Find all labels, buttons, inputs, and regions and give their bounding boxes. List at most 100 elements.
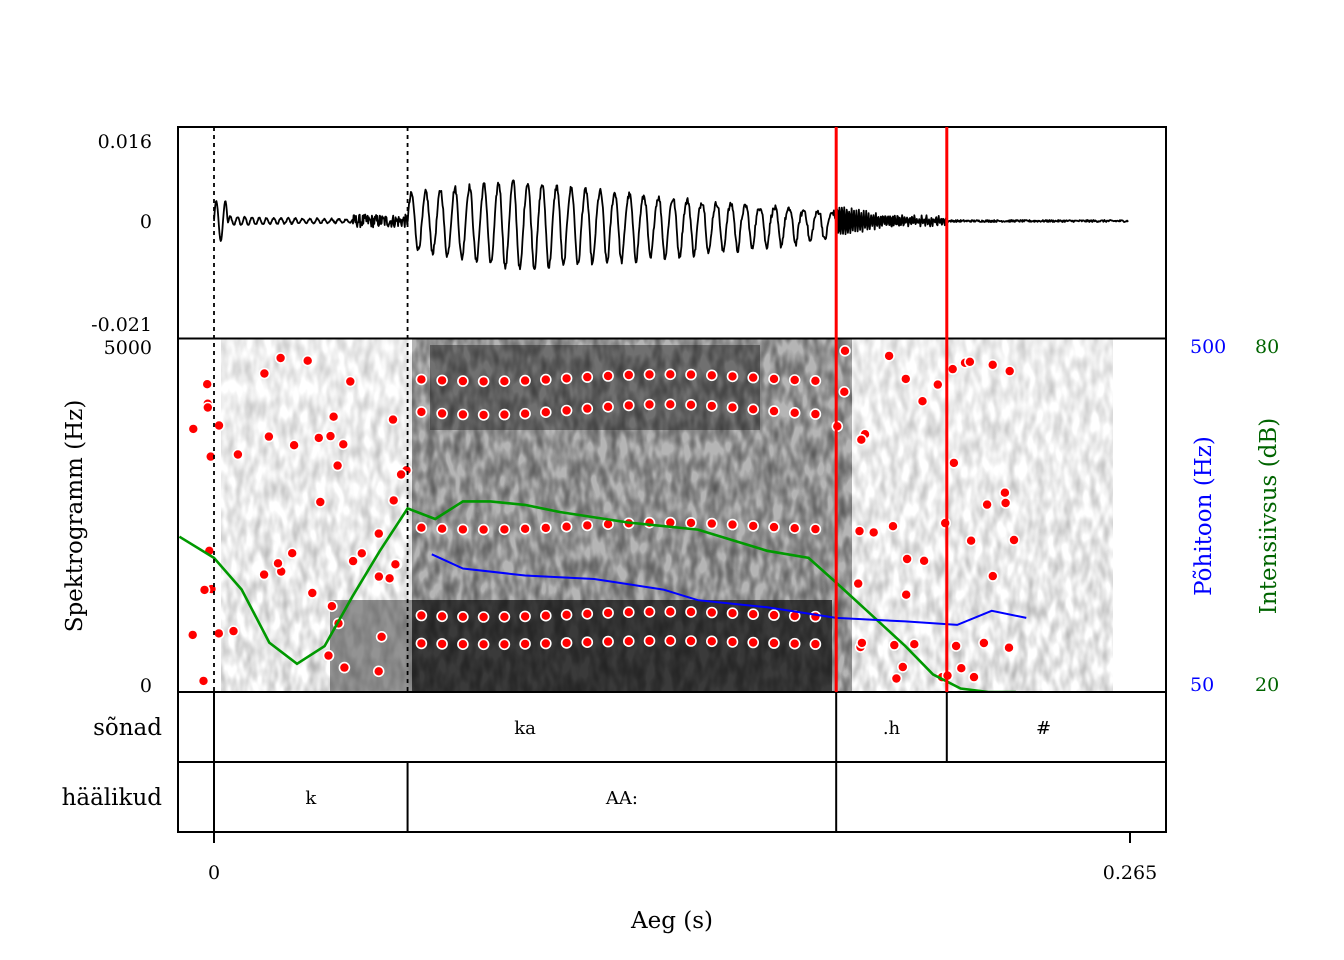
formant-point xyxy=(322,649,335,662)
formant-point xyxy=(347,555,359,567)
formant-point xyxy=(916,395,929,408)
formant-point xyxy=(415,637,428,650)
formant-point xyxy=(519,407,531,420)
formant-point xyxy=(519,610,531,623)
pitch-range-max: 500 xyxy=(1190,336,1226,358)
formant-point xyxy=(931,378,944,391)
formant-point xyxy=(415,609,428,622)
spectrogram-ytick-max: 5000 xyxy=(104,337,152,359)
formant-point xyxy=(602,400,614,413)
formant-point xyxy=(622,635,635,648)
formant-point xyxy=(539,637,552,650)
formant-point xyxy=(685,635,697,647)
formant-point xyxy=(375,630,388,643)
formant-point xyxy=(331,459,344,472)
formant-point xyxy=(643,398,656,411)
formant-point xyxy=(768,637,780,649)
formant-point xyxy=(498,408,511,421)
formant-point xyxy=(602,635,614,648)
formant-point xyxy=(855,433,868,446)
formant-point xyxy=(981,498,993,511)
formant-point xyxy=(968,671,980,683)
formant-point xyxy=(768,521,780,533)
formant-point xyxy=(314,496,327,508)
formant-point xyxy=(457,408,469,421)
formant-point xyxy=(839,344,851,357)
tier-interval-label: AA: xyxy=(605,788,638,809)
formant-point xyxy=(312,432,325,444)
formant-point xyxy=(213,419,225,432)
formant-point xyxy=(900,588,913,601)
formant-point xyxy=(901,553,913,565)
formant-point xyxy=(664,634,677,647)
formant-point xyxy=(852,577,865,590)
formant-point xyxy=(856,637,868,649)
formant-point xyxy=(747,636,760,649)
formant-point xyxy=(301,354,314,367)
formant-point xyxy=(999,486,1011,499)
formant-point xyxy=(539,609,552,622)
formant-point xyxy=(887,520,899,533)
formant-point xyxy=(326,600,338,613)
formant-point xyxy=(477,611,490,623)
formant-point xyxy=(389,558,402,571)
formant-point xyxy=(372,527,385,540)
formant-point xyxy=(999,497,1012,509)
formant-point xyxy=(498,375,511,388)
formant-point xyxy=(581,371,594,383)
formant-point xyxy=(705,606,718,619)
formant-point xyxy=(747,371,760,384)
pitch-axis-label: Põhitoon (Hz) xyxy=(1191,436,1217,596)
formant-point xyxy=(664,605,677,618)
formant-point xyxy=(788,637,801,650)
formant-point xyxy=(581,402,594,415)
formant-point xyxy=(726,607,739,620)
formant-point xyxy=(560,637,573,649)
formant-point xyxy=(726,370,739,383)
formant-point xyxy=(747,403,760,416)
formant-point xyxy=(685,398,697,411)
formant-point xyxy=(436,610,448,623)
formant-point xyxy=(622,606,635,619)
formant-point xyxy=(726,401,739,414)
tier-interval-label: # xyxy=(1036,718,1051,739)
formant-point xyxy=(477,638,490,651)
formant-point xyxy=(705,517,718,530)
formant-point xyxy=(853,525,866,537)
formant-point xyxy=(560,520,573,533)
formant-point xyxy=(581,607,594,620)
formant-point xyxy=(202,401,214,414)
formant-point xyxy=(1008,534,1020,546)
formant-point xyxy=(602,607,614,619)
tier-name-2: häälikud xyxy=(62,785,163,811)
formant-point xyxy=(726,636,739,648)
formant-point xyxy=(201,378,213,391)
formant-point xyxy=(387,413,399,426)
formant-point xyxy=(705,400,718,412)
formant-point xyxy=(809,523,822,535)
formant-point xyxy=(948,457,960,469)
formant-point xyxy=(436,407,448,420)
formant-point xyxy=(890,672,903,685)
formant-point xyxy=(747,520,760,532)
formant-point xyxy=(539,373,552,386)
formant-point xyxy=(809,408,822,420)
formant-point xyxy=(415,373,428,386)
formant-point xyxy=(477,523,490,536)
formant-point xyxy=(457,638,469,651)
formant-point xyxy=(950,640,962,652)
formant-point xyxy=(519,638,531,650)
formant-point xyxy=(327,410,340,423)
formant-point xyxy=(477,409,490,421)
formant-point xyxy=(227,625,240,637)
formant-point xyxy=(436,522,448,535)
formant-point xyxy=(726,518,739,531)
x-tick-label: 0 xyxy=(208,862,220,884)
spectrogram-ytick-min: 0 xyxy=(140,675,152,697)
tier-name-1: sõnad xyxy=(93,715,162,741)
formant-point xyxy=(436,374,448,387)
formant-point xyxy=(498,638,511,651)
formant-point xyxy=(622,369,635,381)
intensity-range-max: 80 xyxy=(1255,336,1279,358)
formant-point xyxy=(187,423,200,435)
